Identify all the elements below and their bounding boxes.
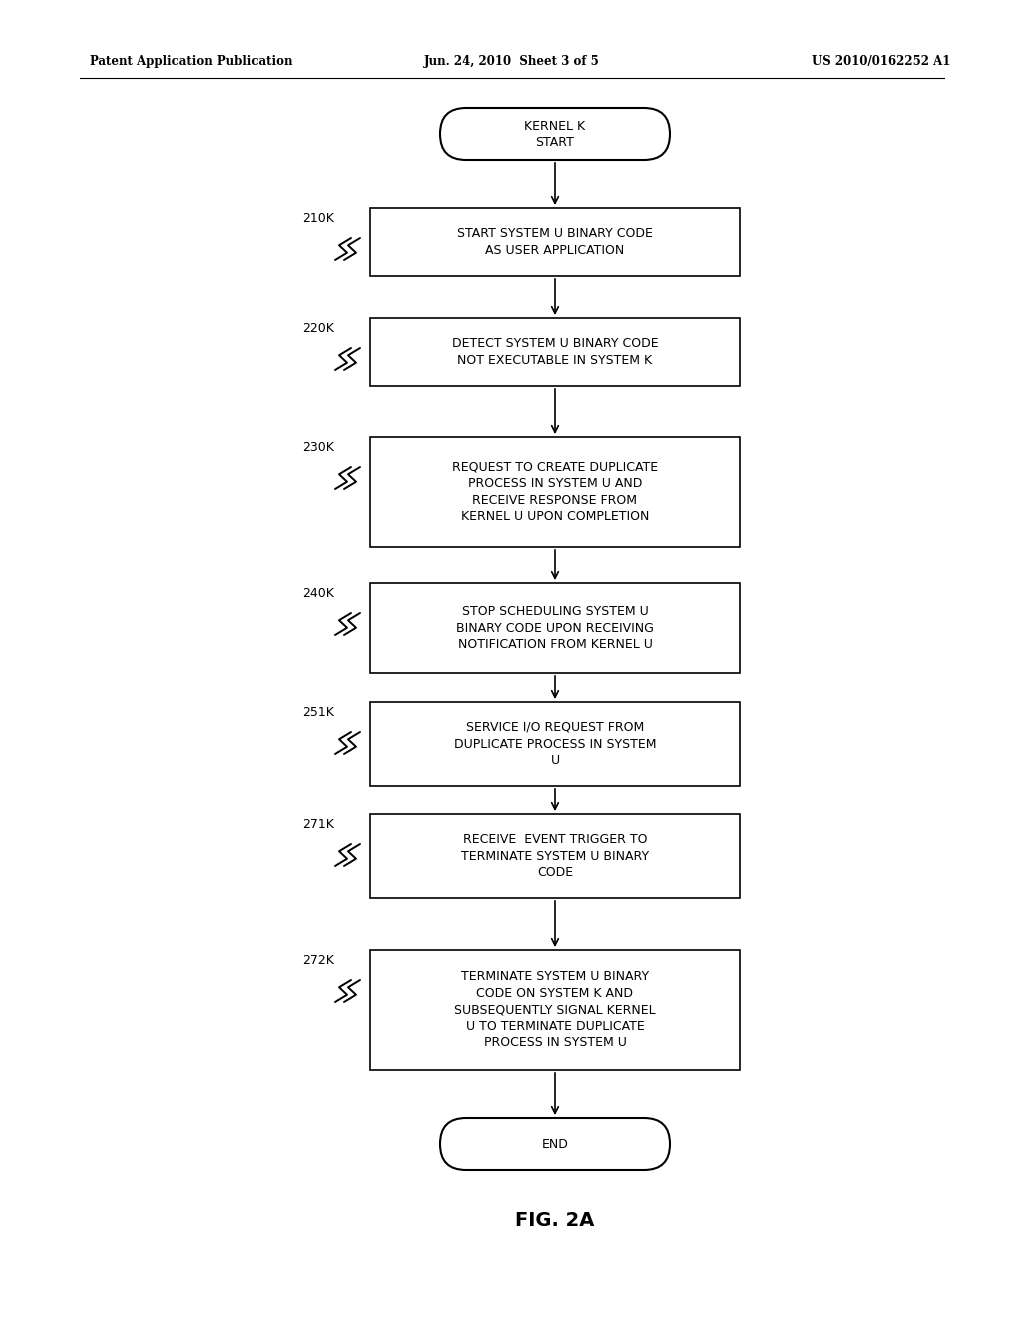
Text: 272K: 272K [302, 954, 334, 968]
FancyBboxPatch shape [440, 1118, 670, 1170]
Bar [370, 950, 740, 1071]
Text: RECEIVE  EVENT TRIGGER TO
TERMINATE SYSTEM U BINARY
CODE: RECEIVE EVENT TRIGGER TO TERMINATE SYSTE… [461, 833, 649, 879]
Text: END: END [542, 1138, 568, 1151]
Text: 230K: 230K [302, 441, 334, 454]
Bar [370, 583, 740, 673]
Bar [370, 318, 740, 385]
Text: Jun. 24, 2010  Sheet 3 of 5: Jun. 24, 2010 Sheet 3 of 5 [424, 55, 600, 69]
Text: STOP SCHEDULING SYSTEM U
BINARY CODE UPON RECEIVING
NOTIFICATION FROM KERNEL U: STOP SCHEDULING SYSTEM U BINARY CODE UPO… [456, 605, 654, 651]
Bar [370, 814, 740, 898]
Text: 220K: 220K [302, 322, 334, 335]
Text: 210K: 210K [302, 213, 334, 224]
Text: DETECT SYSTEM U BINARY CODE
NOT EXECUTABLE IN SYSTEM K: DETECT SYSTEM U BINARY CODE NOT EXECUTAB… [452, 337, 658, 367]
Text: REQUEST TO CREATE DUPLICATE
PROCESS IN SYSTEM U AND
RECEIVE RESPONSE FROM
KERNEL: REQUEST TO CREATE DUPLICATE PROCESS IN S… [452, 461, 658, 523]
Bar [370, 209, 740, 276]
Text: START SYSTEM U BINARY CODE
AS USER APPLICATION: START SYSTEM U BINARY CODE AS USER APPLI… [457, 227, 653, 257]
Text: KERNEL K
START: KERNEL K START [524, 120, 586, 149]
Bar [370, 702, 740, 785]
Text: 271K: 271K [302, 818, 334, 832]
FancyBboxPatch shape [440, 108, 670, 160]
Text: 240K: 240K [302, 587, 334, 601]
Text: US 2010/0162252 A1: US 2010/0162252 A1 [812, 55, 950, 69]
Bar [370, 437, 740, 546]
Text: Patent Application Publication: Patent Application Publication [90, 55, 293, 69]
Text: FIG. 2A: FIG. 2A [515, 1210, 595, 1229]
Text: 251K: 251K [302, 706, 334, 719]
Text: SERVICE I/O REQUEST FROM
DUPLICATE PROCESS IN SYSTEM
U: SERVICE I/O REQUEST FROM DUPLICATE PROCE… [454, 721, 656, 767]
Text: TERMINATE SYSTEM U BINARY
CODE ON SYSTEM K AND
SUBSEQUENTLY SIGNAL KERNEL
U TO T: TERMINATE SYSTEM U BINARY CODE ON SYSTEM… [455, 970, 655, 1049]
